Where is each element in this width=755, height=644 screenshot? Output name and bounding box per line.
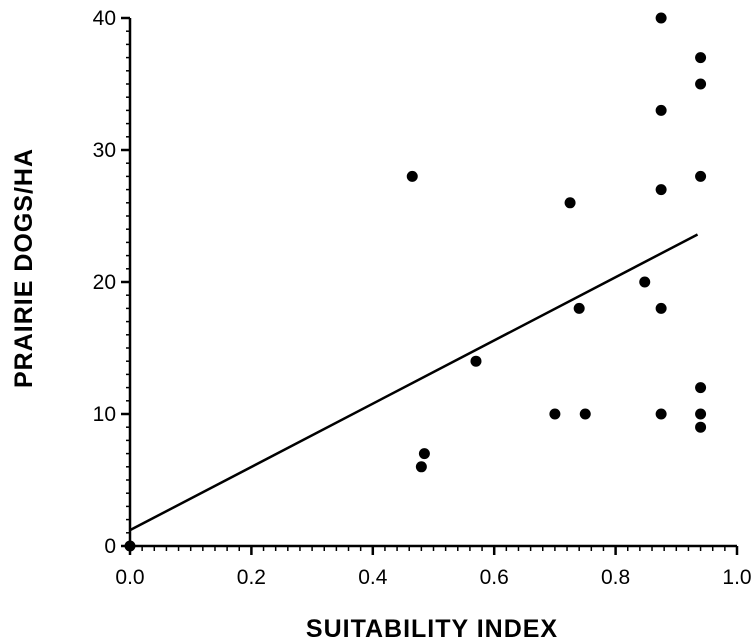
x-tick-label: 0.4 (358, 566, 388, 589)
data-point (695, 408, 707, 420)
regression-line (129, 233, 699, 532)
x-tick-label: 0.2 (237, 566, 266, 589)
data-point (655, 408, 667, 420)
data-point (655, 184, 667, 196)
y-tick-label: 20 (93, 271, 116, 294)
data-point (655, 12, 667, 24)
y-axis: 0 10 20 30 40 (93, 7, 132, 558)
y-tick-label: 40 (93, 7, 116, 30)
data-point (406, 170, 418, 182)
data-point (415, 461, 427, 473)
data-point (655, 302, 667, 314)
data-point (639, 276, 651, 288)
data-point (695, 170, 707, 182)
data-point (124, 540, 136, 552)
y-axis-title: PRAIRIE DOGS/HA (10, 148, 38, 388)
x-tick-label: 0.0 (115, 566, 144, 589)
data-point (470, 355, 482, 367)
x-tick-label: 0.8 (601, 566, 630, 589)
data-point (695, 78, 707, 90)
data-point (695, 52, 707, 64)
data-point (695, 421, 707, 433)
data-point (655, 104, 667, 116)
data-point (418, 448, 430, 460)
x-axis: 0.0 0.2 0.4 0.6 0.8 1.0 (115, 544, 752, 589)
data-point (549, 408, 561, 420)
data-point (573, 302, 585, 314)
regression-line-group (129, 233, 699, 532)
data-points (124, 12, 707, 552)
data-point (564, 197, 576, 209)
x-axis-title: SUITABILITY INDEX (306, 615, 558, 643)
x-tick-label: 0.6 (480, 566, 509, 589)
y-tick-label: 0 (104, 535, 116, 558)
x-tick-label: 1.0 (722, 566, 751, 589)
y-tick-label: 30 (93, 139, 116, 162)
y-tick-label: 10 (93, 403, 116, 426)
data-point (579, 408, 591, 420)
data-point (695, 382, 707, 394)
